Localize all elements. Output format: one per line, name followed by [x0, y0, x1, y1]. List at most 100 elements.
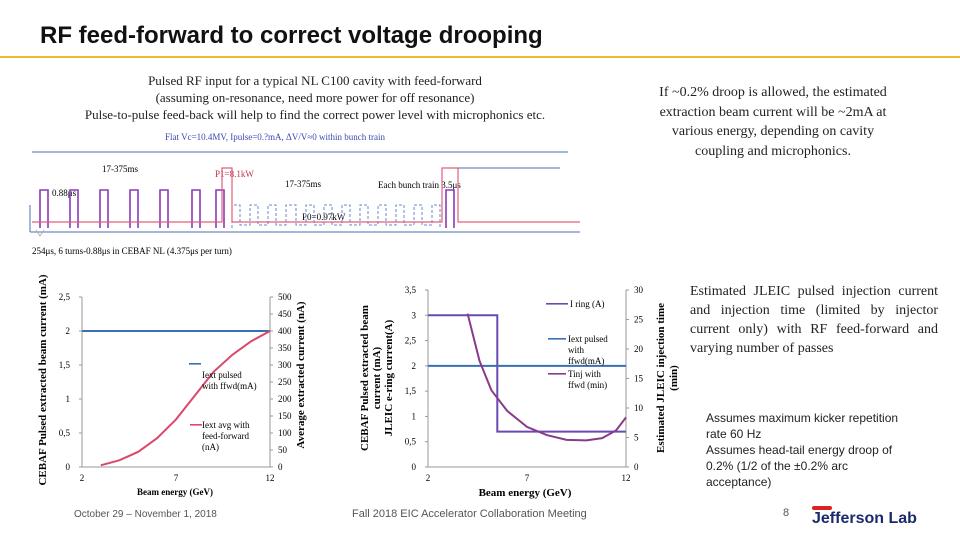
- chart2-series-line-3: [466, 313, 627, 442]
- chart1-y-tick-label: 1: [66, 394, 71, 404]
- chart1-y2-tick-label: 100: [278, 428, 292, 438]
- chart2-y2-tick-label: 10: [634, 403, 644, 413]
- chart1-y2-tick-label: 50: [278, 445, 288, 455]
- label-p0: P0=0.97kW: [302, 212, 346, 222]
- waveform-axes: [29, 205, 580, 233]
- chart2-y2-tick-label: 25: [634, 315, 644, 325]
- legend-line: Tinj with: [568, 369, 601, 379]
- chart2-x-tick-label: 2: [426, 473, 431, 483]
- chart1-y-tick-label: 0,5: [59, 428, 71, 438]
- chart1-legend-label: Iext pulsed with ffwd(mA): [202, 370, 257, 391]
- chart2-legend-swatch: [548, 373, 566, 375]
- chart1-y-axis-label: CEBAF Pulsed extracted beam current (mA): [37, 274, 49, 485]
- legend-line: Iext avg with: [202, 420, 250, 430]
- chart1-x-axis-label: Beam energy (GeV): [137, 487, 213, 497]
- chart2-x-axis-label: Beam energy (GeV): [479, 487, 572, 499]
- chart2-axes: [427, 290, 627, 468]
- intro-text: Pulsed RF input for a typical NL C100 ca…: [40, 72, 590, 123]
- chart1-y2-tick-label: 450: [278, 309, 292, 319]
- chart2-x-tick-label: 7: [525, 473, 530, 483]
- jefferson-lab-logo: Jefferson Lab: [812, 510, 917, 527]
- chart1-y2-tick-label: 250: [278, 377, 292, 387]
- chart2-y2-tick-label: 20: [634, 344, 644, 354]
- label-rise-left: 17-375ms: [102, 164, 138, 174]
- rf-power-trace: [231, 204, 441, 228]
- chart2-y-tick-label: 1,5: [405, 386, 417, 396]
- chart2-y-tick-label: 0,5: [405, 437, 417, 447]
- chart2-y2-tick-label: 0: [634, 462, 639, 472]
- label-bottom: 254μs, 6 turns-0.88μs in CEBAF NL (4.375…: [32, 246, 232, 256]
- chart1-y2-tick-label: 400: [278, 326, 292, 336]
- rf-power-envelope: [32, 167, 580, 223]
- chart1-legend-swatch: [190, 424, 202, 426]
- chart1-y2-tick-label: 150: [278, 411, 292, 421]
- chart1-x-tick-label: 2: [80, 473, 85, 483]
- chart2-series-line-1: [428, 314, 626, 433]
- chart2-y2-label-line: (min): [668, 365, 680, 391]
- chart2-x-tick-label: 12: [622, 473, 631, 483]
- chart1-y2-tick-label: 300: [278, 360, 292, 370]
- chart2-y-tick-label: 0: [412, 462, 417, 472]
- legend-line: ffwd(mA): [568, 356, 604, 366]
- chart2-y-tick-label: 2,5: [405, 336, 417, 346]
- page-number: 8: [783, 507, 790, 519]
- legend-line: ffwd (min): [568, 380, 607, 390]
- label-train: Each bunch train 3.5μs: [378, 180, 461, 190]
- chart1-y-tick-label: 2,5: [59, 292, 71, 302]
- legend-line: with: [568, 345, 585, 355]
- chart2-y-tick-label: 3,5: [405, 285, 417, 295]
- chart1-legend-label: Iext avg with feed-forward (nA): [202, 420, 250, 452]
- chart1-y2-tick-label: 350: [278, 343, 292, 353]
- kicker-line: rate 60 Hz: [706, 427, 762, 441]
- chart1-x-tick-label: 12: [266, 473, 275, 483]
- chart2-y-label-line: JLEIC e-ring current(A): [383, 319, 395, 436]
- chart1-y-tick-label: 0: [66, 462, 71, 472]
- title-rule: [0, 56, 960, 58]
- chart2-y-tick-label: 3: [412, 310, 417, 320]
- chart1-y-tick-label: 1,5: [59, 360, 71, 370]
- chart2-y-tick-label: 1: [412, 411, 417, 421]
- chart1-y2-tick-label: 500: [278, 292, 292, 302]
- label-gap: 0.88μs: [52, 188, 77, 198]
- chart1-y2-axis-label: Average extracted current (nA): [295, 301, 307, 448]
- chevron-down-icon: [35, 229, 45, 237]
- label-p1: P1=8.1kW: [215, 169, 254, 179]
- slide-title: RF feed-forward to correct voltage droop…: [40, 22, 543, 49]
- intro-line: Pulsed RF input for a typical NL C100 ca…: [148, 73, 482, 88]
- logo-swoosh-icon: [812, 506, 832, 510]
- intro-line: (assuming on-resonance, need more power …: [155, 90, 475, 105]
- chart2-legend-label: Iext pulsed with ffwd(mA): [568, 334, 608, 366]
- bunch-train-pulses: [39, 189, 455, 228]
- chart2-y-tick-label: 2: [412, 361, 417, 371]
- chart1-y2-tick-label: 0: [278, 462, 283, 472]
- chart1-series-line-2: [100, 330, 271, 467]
- droop-note: If ~0.2% droop is allowed, the estimated…: [659, 85, 887, 159]
- label-rise-right: 17-375ms: [285, 179, 321, 189]
- chart2-y2-tick-label: 5: [634, 433, 639, 443]
- chart2-legend-swatch: [546, 303, 568, 305]
- footer-date: October 29 – November 1, 2018: [74, 509, 217, 520]
- chart1-legend-swatch: [189, 363, 201, 365]
- legend-line: Iext pulsed: [568, 334, 608, 344]
- kicker-line: Assumes head-tail energy droop of: [706, 443, 893, 457]
- chart1-x-tick-label: 7: [174, 473, 179, 483]
- kicker-line: Assumes maximum kicker repetition: [706, 411, 899, 425]
- waveform-title: Flat Vc=10.4MV, Ipulse=0.?mA, ΔV/V≈0 wit…: [165, 132, 386, 142]
- chart2-legend-swatch: [548, 338, 566, 340]
- legend-line: with ffwd(mA): [202, 381, 257, 391]
- chart2-y2-axis-label: Estimated JLEIC injection time(min): [655, 303, 680, 453]
- chart2-y-axis-label: CEBAF Pulsed extracted beamcurrent (mA)J…: [359, 305, 395, 451]
- legend-line: feed-forward: [202, 431, 249, 441]
- intro-line: Pulse-to-pulse feed-back will help to fi…: [84, 107, 546, 122]
- jleic-note: Estimated JLEIC pulsed injection current…: [690, 284, 938, 356]
- chart1-y-tick-label: 2: [66, 326, 71, 336]
- legend-line: Iext pulsed: [202, 370, 242, 380]
- chart1-axes: [81, 297, 271, 468]
- chart2-y-label-line: CEBAF Pulsed extracted beam: [359, 305, 371, 451]
- footer-conference: Fall 2018 EIC Accelerator Collaboration …: [352, 508, 587, 520]
- chart1-y2-tick-label: 200: [278, 394, 292, 404]
- chart2-legend-label: Tinj with ffwd (min): [568, 369, 607, 390]
- kicker-line: 0.2% (1/2 of the ±0.2% arc: [706, 459, 848, 473]
- kicker-note: Assumes maximum kicker repetition rate 6…: [706, 410, 928, 490]
- chart2-y2-label-line: Estimated JLEIC injection time: [655, 303, 667, 453]
